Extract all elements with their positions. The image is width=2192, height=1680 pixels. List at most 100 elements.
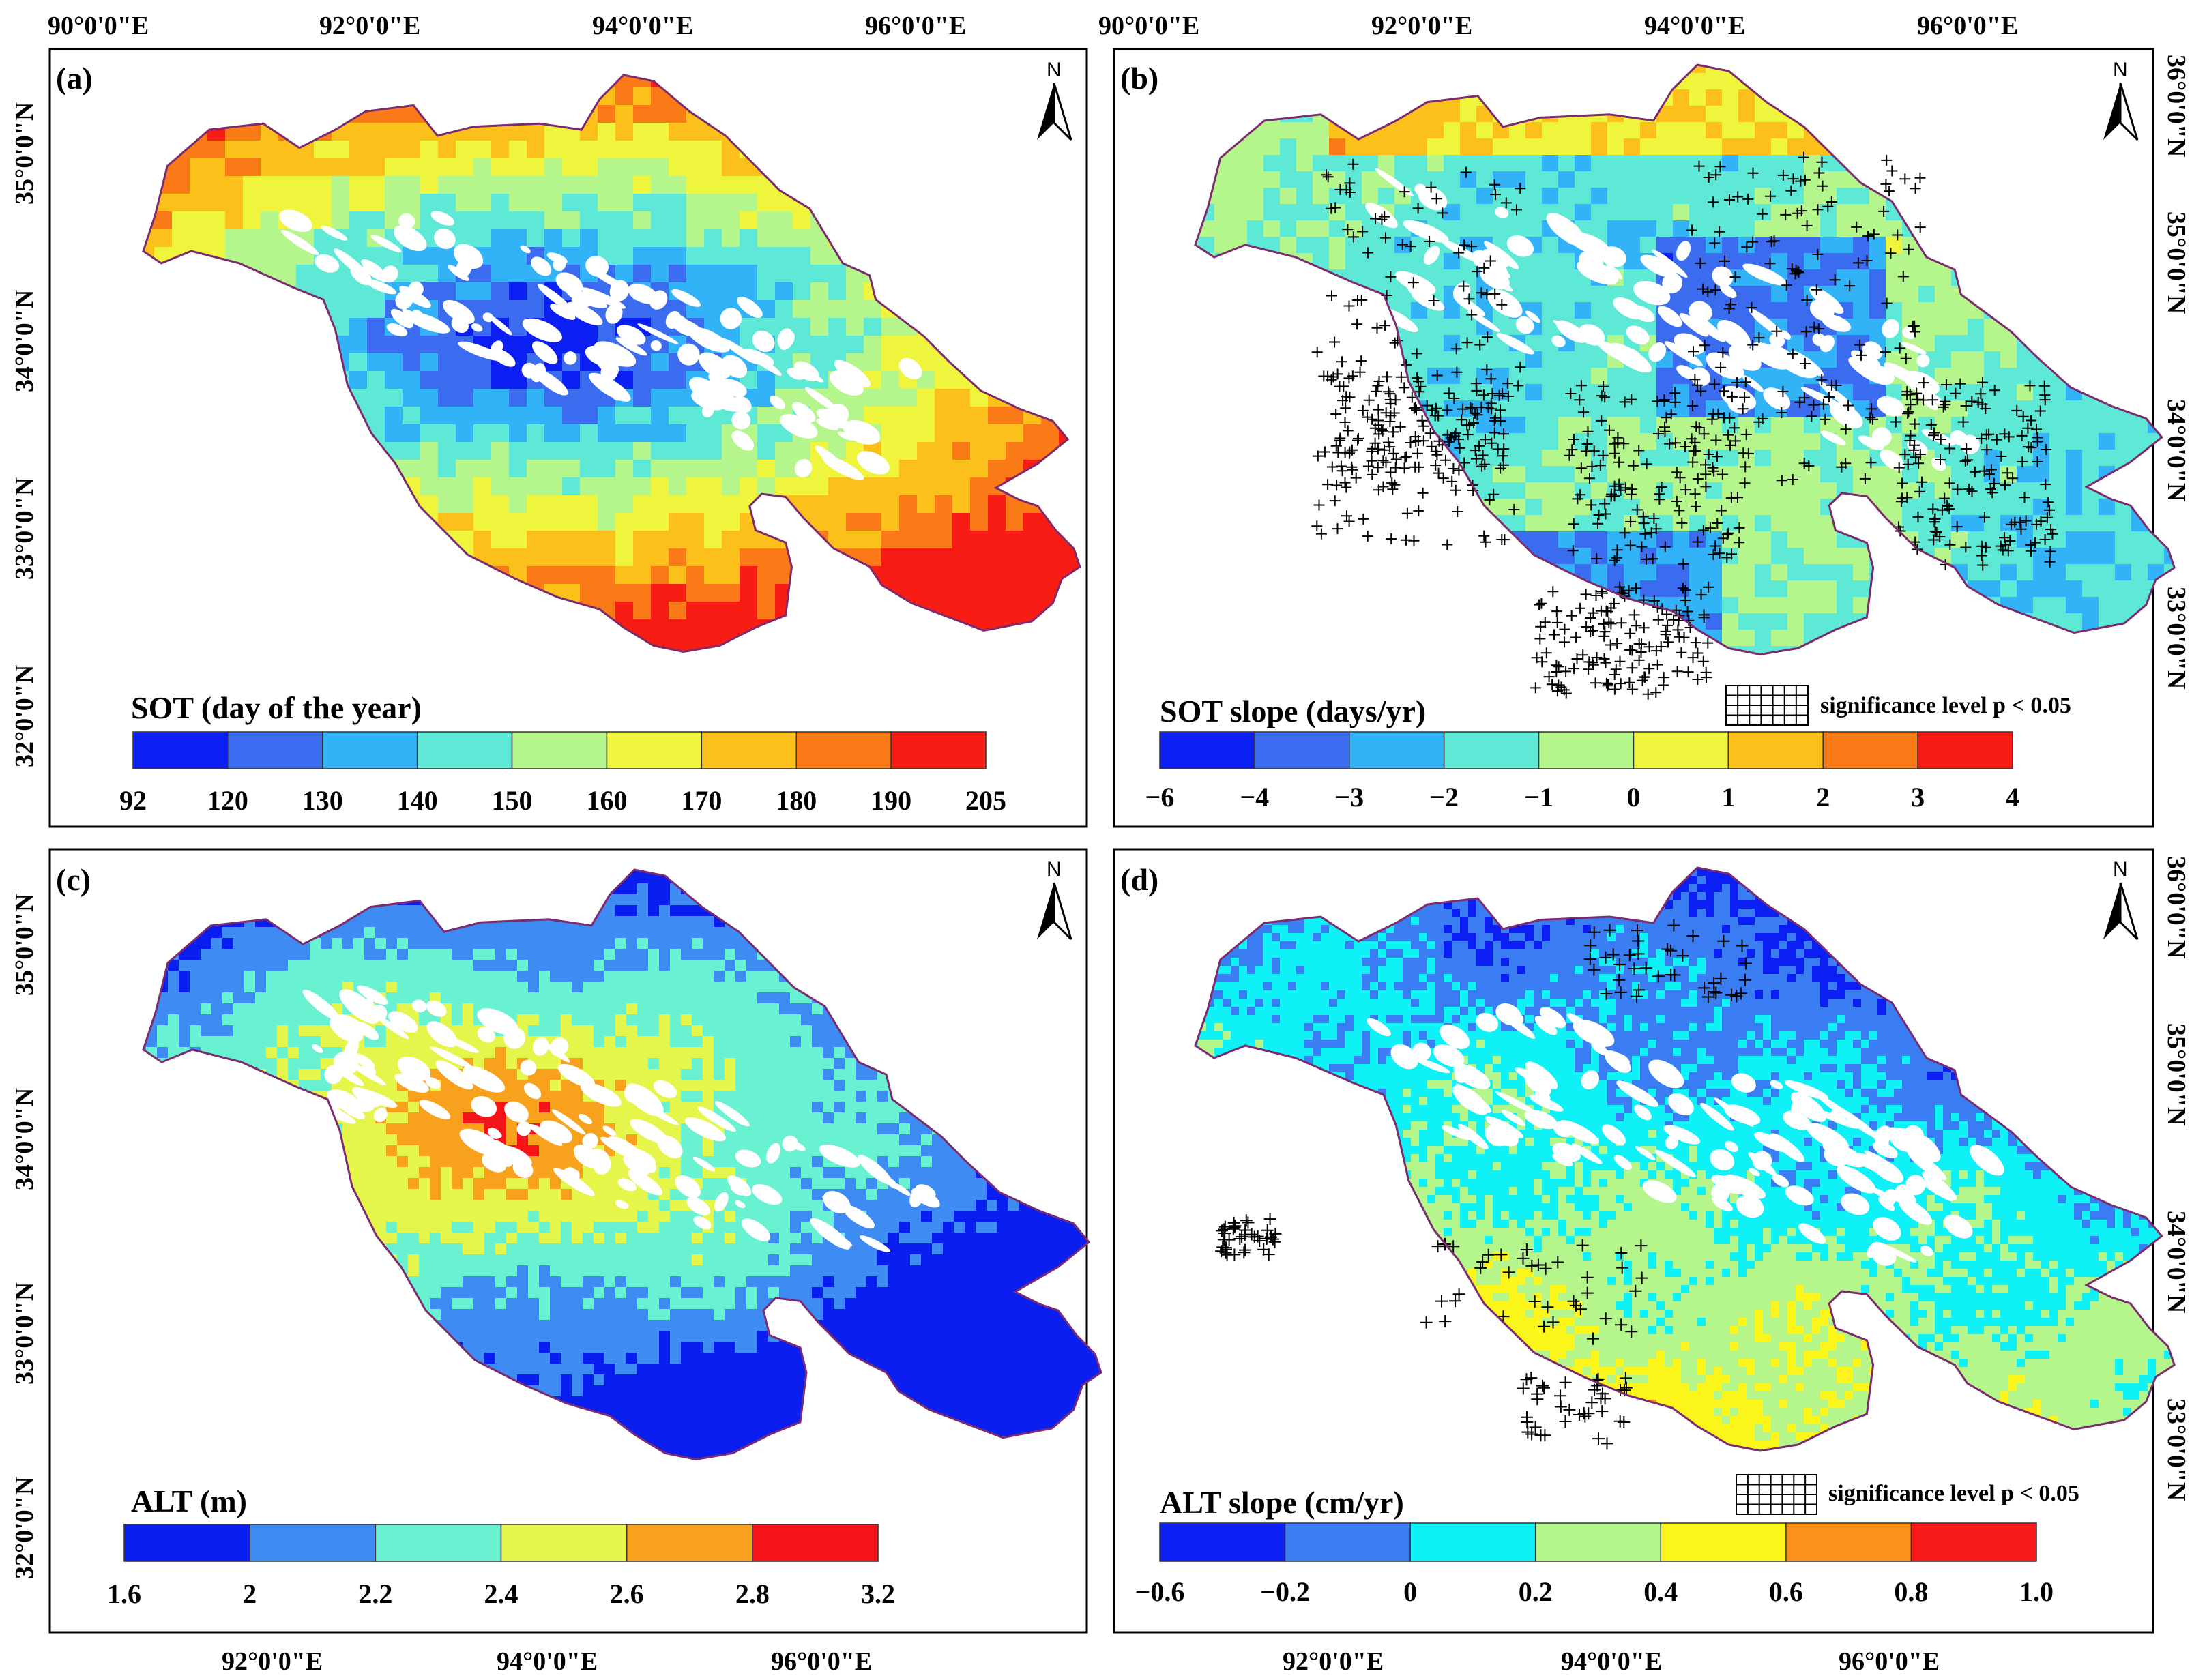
raster-cell [1313, 351, 1330, 368]
raster-cell [1094, 176, 1113, 194]
raster-cell [793, 318, 811, 336]
raster-cell [473, 176, 492, 194]
raster-cell [1132, 220, 1150, 237]
raster-cell [828, 123, 847, 141]
raster-cell [1077, 158, 1080, 177]
raster-cell [509, 513, 527, 531]
raster-cell [1673, 466, 1690, 483]
raster-cell [935, 673, 953, 691]
raster-cell [83, 265, 102, 283]
raster-cell [899, 495, 918, 514]
raster-cell [172, 495, 190, 514]
raster-cell [2017, 73, 2034, 90]
raster-cell [544, 495, 563, 514]
raster-cell [1607, 24, 1624, 41]
raster-cell [1640, 400, 1657, 417]
raster-cell [810, 584, 829, 602]
raster-cell [1313, 302, 1330, 319]
raster-cell [1640, 220, 1657, 237]
raster-cell [2000, 564, 2017, 581]
raster-cell [651, 211, 669, 230]
raster-cell [669, 619, 687, 638]
raster-cell [367, 87, 385, 106]
raster-cell [1214, 417, 1231, 434]
raster-cell [527, 531, 545, 549]
raster-cell [1378, 106, 1395, 123]
raster-cell [1231, 384, 1248, 401]
raster-cell [899, 424, 918, 443]
raster-cell [1591, 188, 1608, 205]
panel-a-top-lon-ticks: 90°0'0"E 92°0'0"E 94°0'0"E 96°0'0"E [48, 12, 966, 40]
raster-cell [101, 265, 119, 283]
raster-cell [243, 584, 261, 602]
raster-cell [1313, 384, 1330, 401]
raster-cell [119, 602, 137, 620]
raster-cell [1820, 466, 1837, 483]
raster-cell [1755, 65, 1772, 74]
raster-cell [686, 176, 705, 194]
raster-cell [544, 566, 563, 585]
raster-cell [278, 602, 297, 620]
raster-cell [669, 673, 687, 691]
raster-cell [1195, 171, 1199, 188]
raster-cell [1006, 158, 1024, 177]
raster-cell [1023, 300, 1042, 319]
raster-cell [1444, 204, 1461, 221]
raster-cell [722, 105, 740, 123]
raster-cell [420, 105, 439, 123]
raster-cell [1640, 73, 1657, 90]
raster-cell [1130, 602, 1148, 620]
raster-cell [243, 495, 261, 514]
raster-cell [119, 211, 137, 230]
raster-cell [349, 229, 368, 248]
raster-cell [2148, 351, 2165, 368]
raster-cell [1362, 580, 1379, 598]
raster-cell [1542, 122, 1559, 139]
raster-cell [970, 548, 989, 567]
raster-cell [1313, 138, 1330, 156]
raster-cell [438, 548, 456, 567]
raster-cell [243, 52, 261, 70]
raster-cell [775, 265, 793, 283]
raster-cell [633, 247, 652, 265]
raster-cell [143, 75, 155, 88]
raster-cell [917, 300, 935, 319]
raster-cell [1148, 300, 1166, 319]
raster-cell [580, 424, 598, 443]
raster-cell [83, 477, 102, 496]
raster-cell [278, 513, 297, 531]
raster-cell [544, 87, 563, 106]
raster-cell [190, 477, 208, 496]
raster-cell [101, 176, 119, 194]
raster-cell [1542, 482, 1559, 499]
raster-cell [1575, 171, 1592, 188]
raster-cell [1837, 515, 1854, 532]
raster-cell [83, 460, 102, 478]
raster-cell [1984, 237, 2001, 254]
raster-cell [1902, 24, 1919, 41]
raster-cell [881, 655, 900, 673]
raster-cell [1195, 138, 1199, 156]
raster-cell [154, 655, 173, 673]
raster-cell [349, 318, 368, 336]
raster-cell [988, 194, 1006, 212]
raster-cell [119, 158, 137, 177]
raster-cell [704, 548, 722, 567]
raster-cell [828, 158, 847, 177]
raster-cell [1984, 253, 2001, 270]
raster-cell [1195, 220, 1199, 237]
raster-cell [1280, 417, 1297, 434]
raster-cell [970, 389, 989, 407]
nodata-patch [522, 318, 562, 342]
raster-cell [1041, 619, 1060, 638]
raster-cell [349, 194, 368, 212]
raster-cell [1804, 73, 1821, 90]
raster-cell [1918, 204, 1935, 221]
raster-cell [562, 460, 581, 478]
raster-cell [296, 141, 315, 159]
raster-cell [1280, 450, 1297, 467]
raster-cell [2082, 89, 2099, 106]
raster-cell [2066, 171, 2083, 188]
raster-cell [1656, 106, 1674, 123]
raster-cell [438, 194, 456, 212]
